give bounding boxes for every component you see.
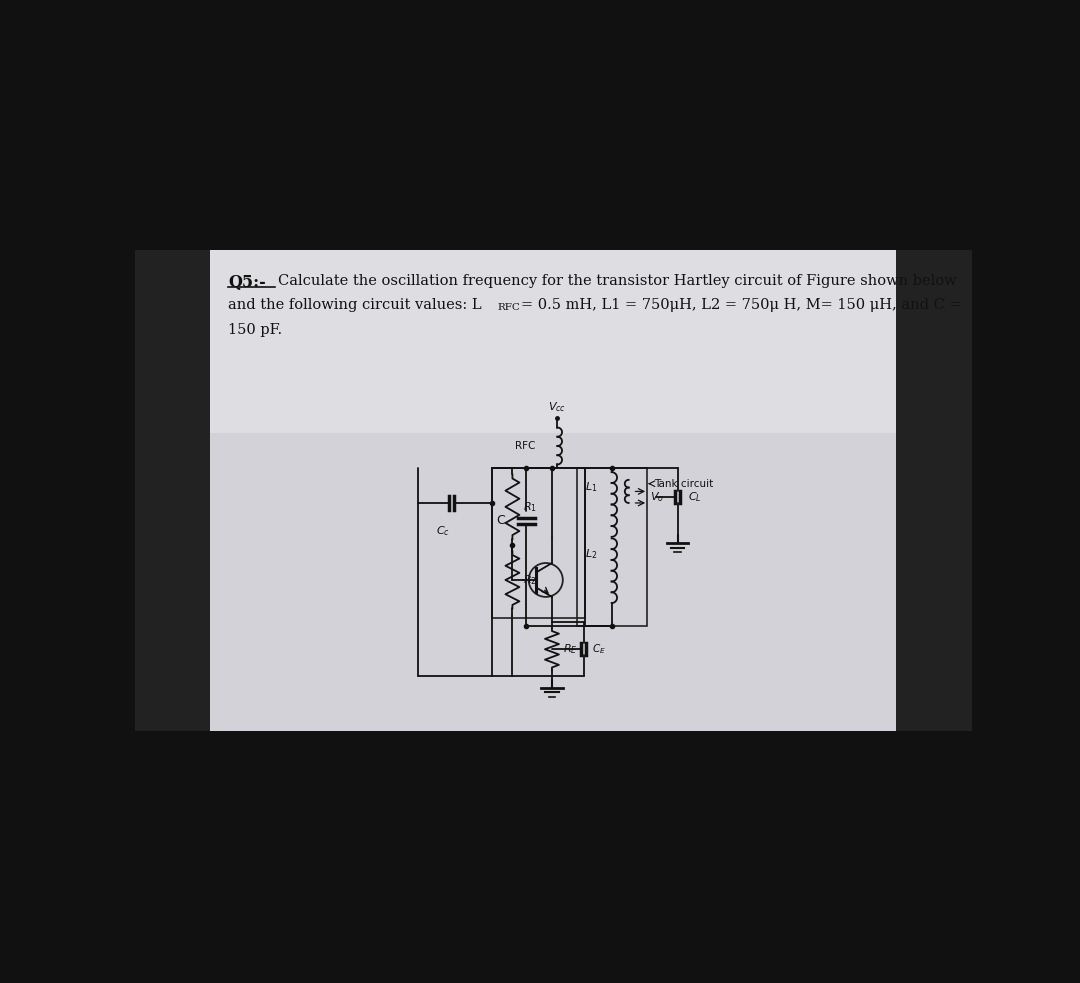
Text: Q5:-: Q5:- xyxy=(228,273,266,291)
Text: $C_E$: $C_E$ xyxy=(592,642,606,657)
Text: RFC: RFC xyxy=(515,441,536,451)
Text: $V_{cc}$: $V_{cc}$ xyxy=(549,401,566,415)
Text: $L_1$: $L_1$ xyxy=(585,481,597,494)
Bar xyxy=(896,251,972,731)
Text: and the following circuit values: L: and the following circuit values: L xyxy=(228,298,482,313)
Text: $R_1$: $R_1$ xyxy=(524,500,537,514)
Text: 150 pF.: 150 pF. xyxy=(228,322,282,337)
Text: $R_2$: $R_2$ xyxy=(524,573,537,587)
Bar xyxy=(491,468,584,618)
Bar xyxy=(135,118,972,251)
Bar xyxy=(135,251,211,731)
Text: C: C xyxy=(496,514,504,527)
Text: Calculate the oscillation frequency for the transistor Hartley circuit of Figure: Calculate the oscillation frequency for … xyxy=(279,273,957,287)
Text: $R_E$: $R_E$ xyxy=(563,642,578,657)
Text: RFC: RFC xyxy=(498,303,521,312)
Bar xyxy=(135,731,972,875)
Bar xyxy=(211,251,896,433)
Text: $L_2$: $L_2$ xyxy=(585,547,597,560)
Text: = 0.5 mH, L1 = 750μH, L2 = 750μ H, M= 150 μH, and C =: = 0.5 mH, L1 = 750μH, L2 = 750μ H, M= 15… xyxy=(521,298,961,313)
Text: $C_c$: $C_c$ xyxy=(435,525,449,539)
Bar xyxy=(577,468,647,626)
Bar xyxy=(211,251,896,731)
Text: $V_o$: $V_o$ xyxy=(649,490,663,503)
Text: $C_L$: $C_L$ xyxy=(688,490,701,503)
Text: Tank circuit: Tank circuit xyxy=(654,479,714,489)
